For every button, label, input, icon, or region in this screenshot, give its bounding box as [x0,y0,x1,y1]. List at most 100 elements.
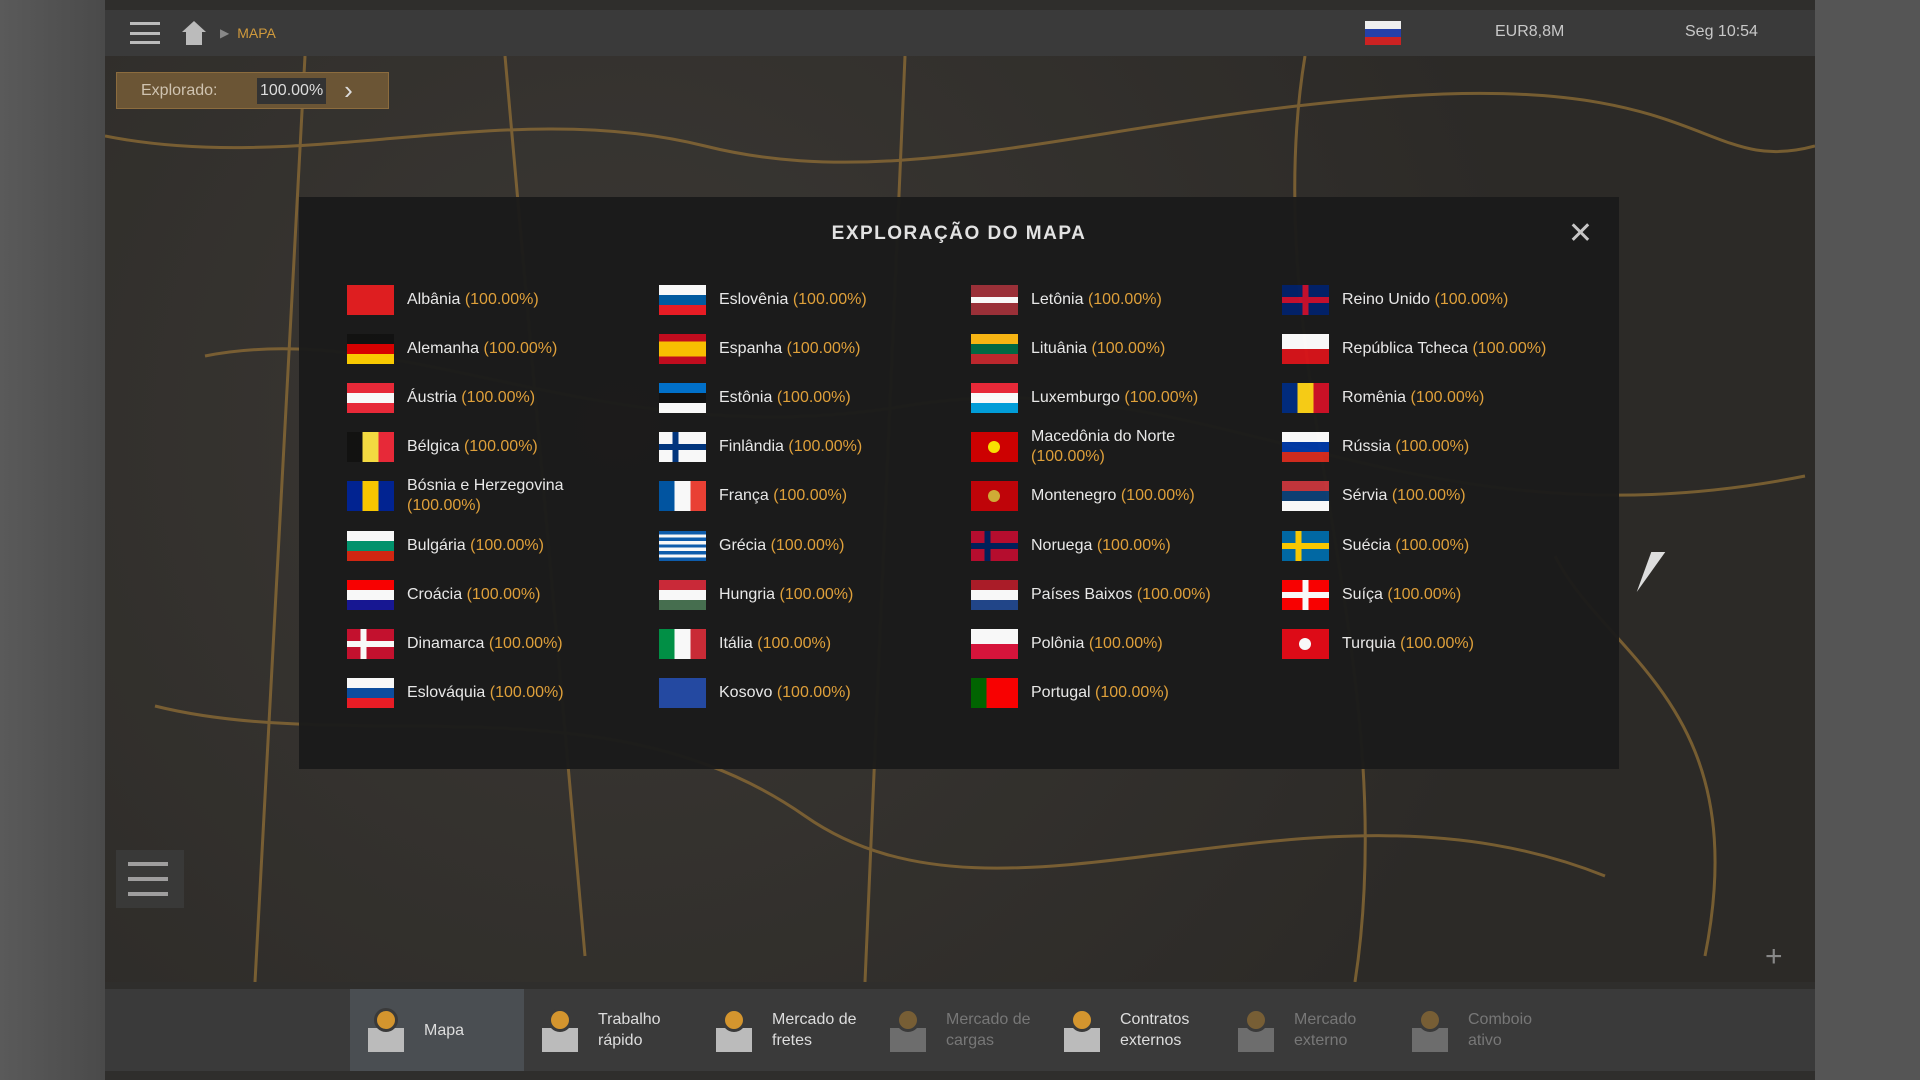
country-item: Noruega (100.00%) [971,521,1282,570]
country-percent: (100.00%) [1091,339,1166,357]
country-item: Portugal (100.00%) [971,669,1282,718]
country-percent: (100.00%) [757,634,832,652]
flag-icon [971,628,1018,659]
country-percent: (100.00%) [776,684,851,702]
flag-icon [347,530,394,561]
tab-mercado-externo[interactable]: Mercado externo [1220,989,1394,1071]
country-name: Montenegro [1031,487,1117,505]
country-name: Turquia [1342,634,1396,652]
tab-mercado-de-fretes[interactable]: Mercado de fretes [698,989,872,1071]
country-percent: (100.00%) [483,339,558,357]
close-icon[interactable]: ✕ [1567,217,1593,250]
convoy-icon [1408,1008,1452,1052]
country-percent: (100.00%) [779,585,854,603]
dialog-title: EXPLORAÇÃO DO MAPA [831,223,1087,244]
country-name: Suíça [1342,585,1383,603]
country-percent: (100.00%) [1136,585,1211,603]
country-name: Croácia [407,585,463,603]
country-percent: (100.00%) [788,438,863,456]
tab-label: Mercado externo [1294,1011,1357,1049]
flag-icon [659,530,706,561]
country-name: Sérvia [1342,487,1388,505]
chevron-right-icon: ▶ [220,26,230,40]
country-percent: (100.00%) [1088,634,1163,652]
country-item: Eslováquia (100.00%) [347,669,659,718]
country-item: Dinamarca (100.00%) [347,619,659,668]
globe-icon [1060,1008,1104,1052]
country-percent: (100.00%) [489,684,564,702]
country-item: Macedônia do Norte (100.00%) [971,423,1282,472]
country-item: Reino Unido (100.00%) [1282,275,1582,324]
tab-trabalho-rápido[interactable]: Trabalho rápido [524,989,698,1071]
breadcrumb[interactable]: MAPA [237,25,276,41]
country-item: Luxemburgo (100.00%) [971,373,1282,422]
tab-contratos-externos[interactable]: Contratos externos [1046,989,1220,1071]
country-percent: (100.00%) [461,388,536,406]
home-icon[interactable] [182,21,206,45]
explored-label: Explorado: [141,81,218,99]
country-list: Albânia (100.00%) Alemanha (100.00%) Áustr… [347,275,1582,718]
country-name: Suécia [1342,536,1391,554]
hamburger-menu-icon[interactable] [130,22,160,44]
country-item: Estônia (100.00%) [659,373,971,422]
flag-icon [347,628,394,659]
country-name: Itália [719,634,753,652]
country-percent: (100.00%) [786,339,861,357]
tab-comboio-ativo[interactable]: Comboio ativo [1394,989,1568,1071]
country-percent: (100.00%) [1400,634,1474,652]
freight-icon [712,1008,756,1052]
country-item: Lituânia (100.00%) [971,324,1282,373]
country-item: Países Baixos (100.00%) [971,570,1282,619]
country-item: Suécia (100.00%) [1282,521,1582,570]
country-name: Polônia [1031,634,1085,652]
country-percent: (100.00%) [792,290,867,308]
country-name: Alemanha [407,339,480,357]
country-name: Romênia [1342,388,1407,406]
flag-icon [971,481,1018,512]
country-percent: (100.00%) [773,487,848,505]
country-name: Espanha [719,339,783,357]
cargo-icon [886,1008,930,1052]
country-percent: (100.00%) [1395,438,1470,456]
flag-icon [347,432,394,463]
flag-icon [1282,579,1329,610]
flag-icon [971,284,1018,315]
explored-badge[interactable]: Explorado: 100.00% › [116,72,389,109]
country-item: França (100.00%) [659,472,971,521]
flag-icon [659,481,706,512]
flag-icon [659,382,706,413]
country-item: Hungria (100.00%) [659,570,971,619]
country-name: Kosovo [719,684,773,702]
flag-icon [1282,481,1329,512]
country-percent: (100.00%) [1410,388,1485,406]
zoom-in-icon[interactable]: + [1765,940,1783,973]
country-percent: (100.00%) [466,585,541,603]
country-percent: (100.00%) [1472,339,1547,357]
country-item: Kosovo (100.00%) [659,669,971,718]
country-percent: (100.00%) [407,497,481,515]
money-display: EUR8,8M [1495,23,1565,40]
country-percent: (100.00%) [1124,388,1199,406]
tab-label: Mapa [424,1021,465,1039]
tab-label: Contratos externos [1120,1011,1190,1049]
country-item: Romênia (100.00%) [1282,373,1582,422]
country-name: Albânia [407,290,461,308]
flag-icon [347,579,394,610]
country-name: República Tcheca [1342,339,1469,357]
flag-icon [1282,284,1329,315]
country-name: Noruega [1031,536,1093,554]
flag-icon [1282,530,1329,561]
country-name: Rússia [1342,438,1391,456]
country-item: Eslovênia (100.00%) [659,275,971,324]
flag-icon [1282,432,1329,463]
legend-button[interactable] [116,850,184,908]
country-name: Bulgária [407,536,466,554]
flag-icon [971,530,1018,561]
country-name: França [719,487,769,505]
bottom-nav: Mapa Trabalho rápido Mercado de fretes Merc… [105,989,1815,1071]
chevron-right-icon[interactable]: › [344,75,353,105]
flag-icon [347,382,394,413]
flag-icon [659,579,706,610]
tab-mercado-de-cargas[interactable]: Mercado de cargas [872,989,1046,1071]
tab-mapa[interactable]: Mapa [350,989,524,1071]
